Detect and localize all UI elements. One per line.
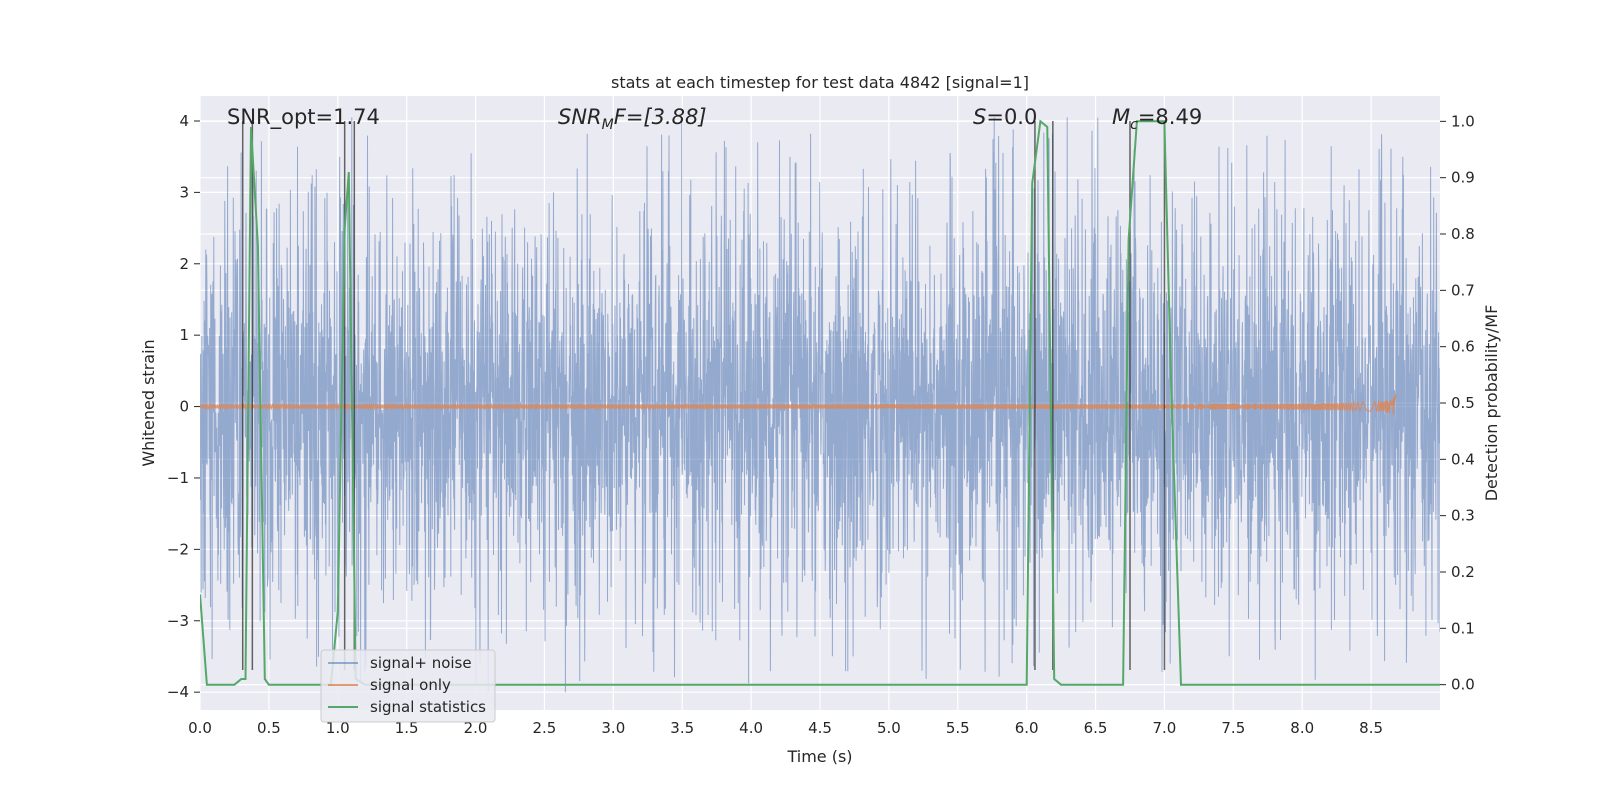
y2-tick-label: 0.8: [1451, 225, 1475, 243]
signal-noise-line: [200, 117, 1440, 693]
x-tick-label: 2.0: [464, 719, 488, 737]
y2-tick-label: 1.0: [1451, 112, 1475, 130]
annotation-snr-mf-sub: M: [602, 117, 614, 133]
x-tick-label: 1.5: [395, 719, 419, 737]
chirp-series: [200, 393, 1397, 415]
y-tick-label: 4: [179, 112, 189, 130]
x-tick-label: 4.0: [739, 719, 763, 737]
y-tick-label: 2: [179, 255, 189, 273]
y-tick-label: −4: [167, 683, 189, 701]
plot-area: [200, 117, 1440, 693]
annotation-s-value: =0.0: [986, 105, 1037, 129]
annotation-mc-value: =8.49: [1138, 105, 1202, 129]
x-tick-label: 2.5: [533, 719, 557, 737]
y2-tick-label: 0.1: [1451, 619, 1475, 637]
y2-axis-label: Detection probability/MF: [1482, 305, 1501, 502]
x-tick-label: 4.5: [808, 719, 832, 737]
y-tick-label: 1: [179, 326, 189, 344]
x-tick-label: 3.0: [601, 719, 625, 737]
annotation-snr-mf-rest: F=[3.88]: [614, 105, 707, 129]
y2-tick-label: 0.2: [1451, 563, 1475, 581]
y-tick-label: −3: [167, 612, 189, 630]
x-tick-label: 7.0: [1153, 719, 1177, 737]
annotation-snr-opt: SNR_opt=1.74: [227, 105, 380, 130]
annotation-snr-mf: SNRMF=[3.88]: [558, 105, 707, 133]
annotation-mc-label: M: [1112, 105, 1130, 129]
y2-tick-label: 0.5: [1451, 394, 1475, 412]
y2-tick-label: 0.9: [1451, 169, 1475, 187]
y-tick-label: −1: [167, 469, 189, 487]
x-tick-label: 3.5: [670, 719, 694, 737]
noise-series: [200, 117, 1440, 693]
y2-tick-label: 0.7: [1451, 281, 1475, 299]
y-tick-label: 0: [179, 398, 189, 416]
x-tick-label: 0.0: [188, 719, 212, 737]
x-tick-label: 8.0: [1290, 719, 1314, 737]
x-tick-label: 5.5: [946, 719, 970, 737]
x-axis-label: Time (s): [786, 747, 852, 766]
y2-tick-label: 0.4: [1451, 450, 1475, 468]
x-tick-label: 6.5: [1084, 719, 1108, 737]
signal-only-line: [200, 393, 1397, 415]
annotation-mc-sub: c: [1130, 117, 1138, 133]
y-tick-label: −2: [167, 540, 189, 558]
x-tick-label: 7.5: [1221, 719, 1245, 737]
y2-tick-label: 0.0: [1451, 676, 1475, 694]
y-axis-label: Whitened strain: [139, 339, 158, 466]
legend-label-chirp: signal only: [370, 676, 451, 694]
axis-ticks: 0.0 0.5 1.0 1.5 2.0 2.5 3.0 3.5 4.0 4.5 5.0 5.5 6.0 6…: [167, 112, 1475, 737]
x-tick-label: 5.0: [877, 719, 901, 737]
annotation-mc: Mc=8.49: [1112, 105, 1202, 133]
x-tick-label: 0.5: [257, 719, 281, 737]
legend-label-stats: signal statistics: [370, 698, 486, 716]
annotation-s-label: S: [973, 105, 986, 129]
y-tick-label: 3: [179, 183, 189, 201]
y2-tick-label: 0.3: [1451, 507, 1475, 525]
annotation-s: S=0.0: [973, 105, 1037, 129]
x-tick-label: 6.0: [1015, 719, 1039, 737]
chart-title: stats at each timestep for test data 484…: [611, 73, 1029, 92]
x-tick-label: 1.0: [326, 719, 350, 737]
legend-label-noise: signal+ noise: [370, 654, 472, 672]
x-tick-label: 8.5: [1359, 719, 1383, 737]
legend-box: [320, 649, 496, 723]
legend: signal+ noise signal only signal statist…: [320, 649, 496, 723]
annotation-snr-mf-main: SNR: [558, 105, 602, 129]
y2-tick-label: 0.6: [1451, 338, 1475, 356]
